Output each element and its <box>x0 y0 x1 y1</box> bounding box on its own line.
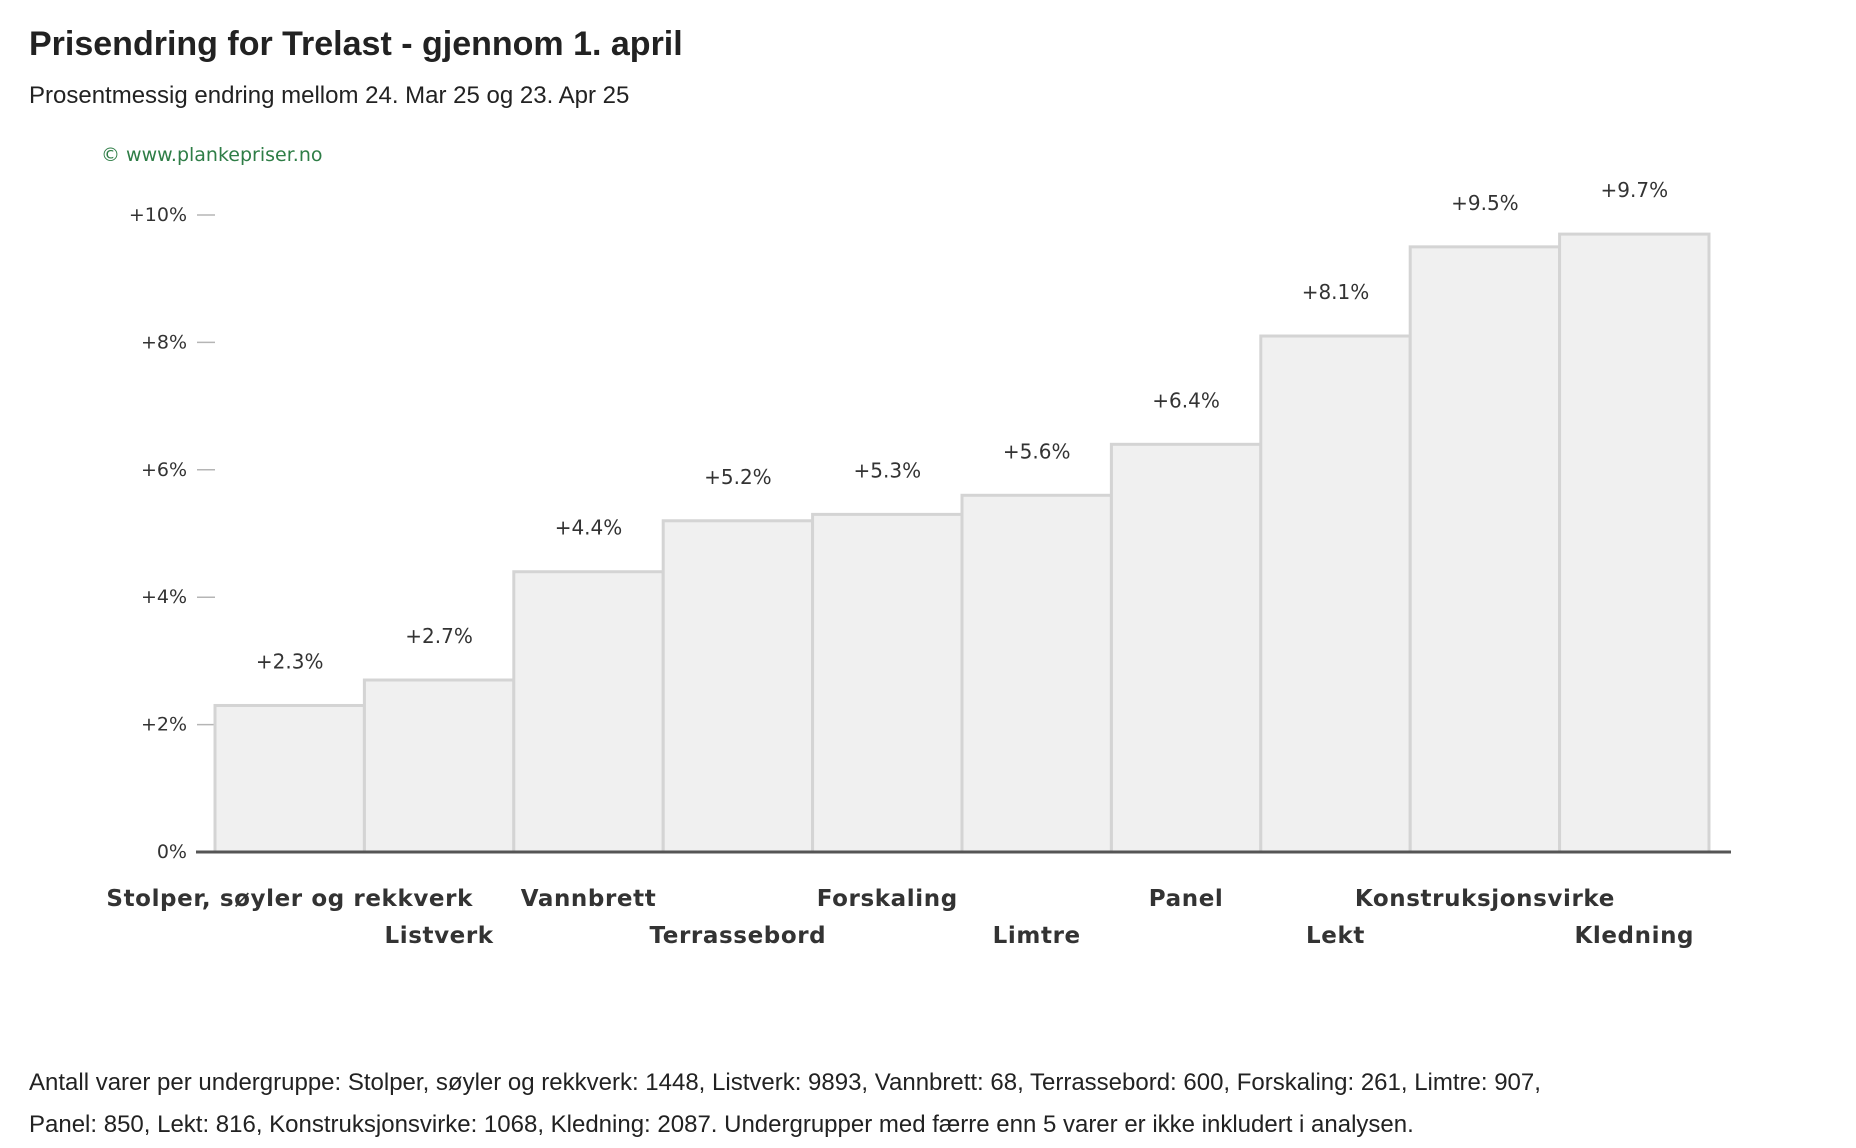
bar-chart: © www.plankepriser.no 0% +2% +4% +6% +8% +10%… <box>101 144 1731 949</box>
category-labels-group: Stolper, søyler og rekkverk Listverk Vannb… <box>106 886 1694 949</box>
value-labels-group: +2.3% +2.7% +4.4% +5.2% +5.3% +5.6% +6.4% +8.1%… <box>256 178 1668 673</box>
footnote-text: Antall varer per undergruppe: Stolper, s… <box>29 1069 1541 1138</box>
y-tick-label: +8% <box>141 331 187 353</box>
y-tick-label: +4% <box>141 586 187 608</box>
value-label: +9.5% <box>1451 191 1519 215</box>
chart-title: Prisendring for Trelast - gjennom 1. apr… <box>29 25 683 63</box>
value-label: +5.6% <box>1003 439 1071 463</box>
y-tick-label: +10% <box>129 204 187 226</box>
category-label: Listverk <box>384 923 493 949</box>
bar <box>811 512 964 854</box>
chart-subtitle: Prosentmessig endring mellom 24. Mar 25 … <box>29 82 630 109</box>
watermark-text: © www.plankepriser.no <box>101 144 323 166</box>
bar <box>1109 442 1263 854</box>
bar <box>1558 232 1711 854</box>
value-label: +4.4% <box>555 516 623 540</box>
y-tick-label: +2% <box>141 714 187 736</box>
bars-group <box>213 232 1711 854</box>
bar <box>1408 245 1562 854</box>
bar <box>213 703 366 854</box>
value-label: +5.2% <box>704 465 772 489</box>
value-label: +2.3% <box>256 649 324 673</box>
category-label: Stolper, søyler og rekkverk <box>106 886 473 912</box>
y-tick-label: +6% <box>141 459 187 481</box>
category-label: Vannbrett <box>521 886 657 912</box>
bar <box>512 570 665 854</box>
value-label: +6.4% <box>1152 388 1220 412</box>
category-label: Panel <box>1149 886 1224 912</box>
y-axis: 0% +2% +4% +6% +8% +10% <box>129 204 215 863</box>
value-label: +8.1% <box>1302 280 1370 304</box>
bar <box>362 678 516 854</box>
category-label: Kledning <box>1574 923 1694 949</box>
category-label: Konstruksjonsvirke <box>1355 886 1615 912</box>
value-label: +5.3% <box>854 458 922 482</box>
category-label: Limtre <box>993 923 1081 949</box>
bar <box>661 519 815 854</box>
bar <box>960 493 1113 854</box>
category-label: Forskaling <box>817 886 958 912</box>
y-tick-label: 0% <box>157 841 187 863</box>
value-label: +2.7% <box>405 624 473 648</box>
category-label: Terrassebord <box>650 923 827 949</box>
value-label: +9.7% <box>1601 178 1669 202</box>
bar <box>1259 334 1412 854</box>
category-label: Lekt <box>1306 923 1365 949</box>
